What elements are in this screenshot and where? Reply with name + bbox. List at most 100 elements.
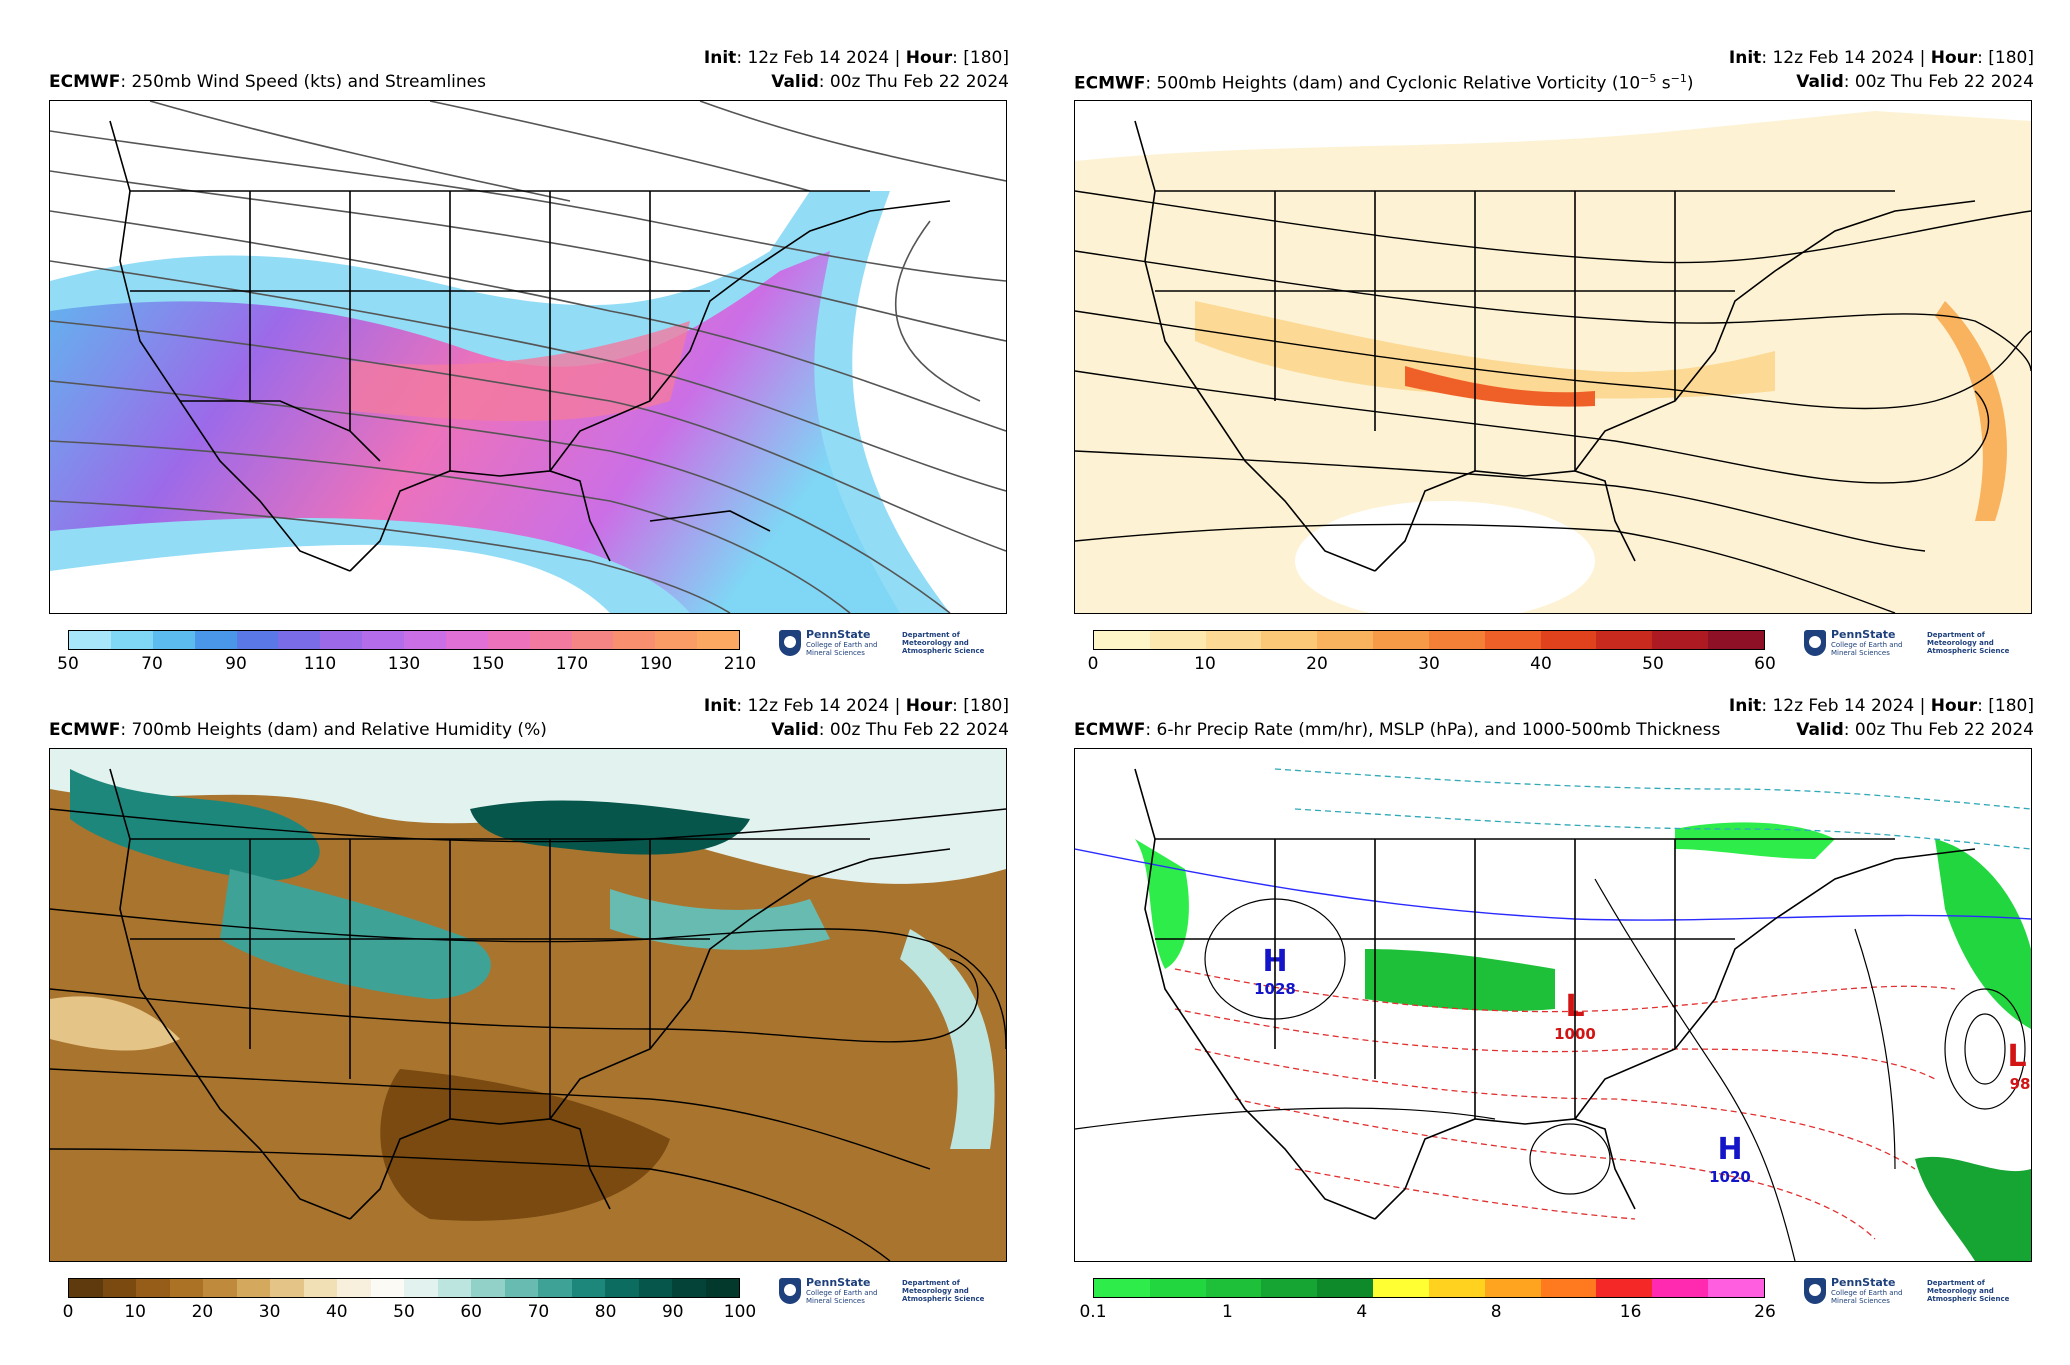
vort-clear [1295, 501, 1595, 613]
colorbar-segment [445, 631, 488, 649]
low-pressure-icon: L [2007, 1039, 2026, 1074]
hour-value: : [180] [1977, 48, 2034, 68]
pressure-centers: H 1028 L 1000 H 1020 L 98 [1254, 944, 2030, 1186]
valid-label: Valid [1796, 720, 1844, 740]
colorbar-segment [1652, 1279, 1709, 1297]
streamlines [50, 101, 1006, 613]
field-name: : 6-hr Precip Rate (mm/hr), MSLP (hPa), … [1145, 720, 1721, 740]
colorbar-segment [1596, 631, 1653, 649]
psu-logo: PennState College of Earth and Mineral S… [779, 628, 1004, 662]
precip-se [1915, 1156, 2031, 1261]
colorbar-segment [236, 1279, 270, 1297]
colorbar-tick-label: 80 [594, 1302, 617, 1322]
colorbar-segment [102, 1279, 136, 1297]
colorbar-ticks: 0.1 1 4 8 16 26 [1079, 1302, 1775, 1324]
logo-dept: Department of Meteorology and Atmospheri… [1927, 631, 2010, 655]
colorbar-segment [1484, 631, 1541, 649]
colorbar-tick-label: 70 [141, 654, 163, 674]
coastlines-and-borders [109, 120, 951, 572]
penn-state-shield-icon [779, 630, 801, 656]
logo-college: College of Earth and Mineral Sciences [1831, 1289, 1903, 1305]
colorbar-tick-label: 20 [1306, 654, 1328, 674]
colorbar-segment [370, 1279, 404, 1297]
logo-college: College of Earth and Mineral Sciences [806, 641, 878, 657]
colorbar-segment [529, 631, 572, 649]
logo-college: College of Earth and Mineral Sciences [1831, 641, 1903, 657]
pressure-value: 1020 [1709, 1168, 1751, 1186]
colorbar-segment [69, 1279, 103, 1297]
hour-label: Hour [905, 696, 953, 716]
hour-label: Hour [1930, 696, 1978, 716]
model-name: ECMWF [1074, 720, 1146, 740]
colorbar-segment [487, 631, 530, 649]
penn-state-shield-icon [1804, 630, 1826, 656]
colorbar-tick-label: 100 [723, 1302, 757, 1322]
valid-line: Valid: 00z Thu Feb 22 2024 [1796, 720, 2034, 740]
logo-name: PennState [806, 628, 871, 641]
colorbar-tick-label: 20 [191, 1302, 214, 1322]
field-name: : 500mb Heights (dam) and Cyclonic Relat… [1145, 73, 1641, 94]
colorbar-tick-label: 0 [1087, 654, 1099, 674]
colorbar-tick-label: 50 [1642, 654, 1664, 674]
colorbar-tick-label: 10 [124, 1302, 147, 1322]
logo-dept: Department of Meteorology and Atmospheri… [902, 631, 985, 655]
colorbar-precip [1093, 1278, 1765, 1298]
colorbar-segment [1428, 1279, 1485, 1297]
valid-value: : 00z Thu Feb 22 2024 [1843, 720, 2034, 740]
jet-core [50, 251, 900, 613]
colorbar-segment [1261, 1279, 1318, 1297]
colorbar-segment [638, 1279, 672, 1297]
vort-band [1195, 301, 1775, 399]
panel-title: ECMWF: 6-hr Precip Rate (mm/hr), MSLP (h… [1074, 720, 1720, 740]
thickness-warm [1174, 968, 1956, 1240]
colorbar-segment [613, 631, 656, 649]
colorbar-segment [1149, 631, 1206, 649]
field-exponent-2: −1 [1670, 72, 1687, 85]
colorbar-segment [1373, 1279, 1429, 1297]
colorbar-segment [1428, 631, 1485, 649]
map-500mb [1074, 100, 2032, 614]
colorbar-segment [320, 631, 363, 649]
colorbar-segment [437, 1279, 471, 1297]
colorbar-tick-label: 1 [1221, 1302, 1233, 1322]
colorbar-tick-label: 30 [258, 1302, 281, 1322]
colorbar-segment [1540, 631, 1597, 649]
colorbar-tick-label: 210 [723, 654, 757, 674]
isobars [1075, 878, 2026, 1261]
init-line: Init: 12z Feb 14 2024 | Hour: [180] [1729, 48, 2034, 68]
colorbar-tick-label: 90 [225, 654, 247, 674]
precip-coastal [1935, 839, 2031, 1029]
colorbar-ticks: 0 10 20 30 40 50 60 [1088, 654, 1776, 676]
valid-label: Valid [771, 720, 819, 740]
panel-title: ECMWF: 250mb Wind Speed (kts) and Stream… [49, 72, 486, 92]
colorbar-segment [1652, 631, 1709, 649]
logo-name: PennState [1831, 628, 1896, 641]
precip-map-svg: H 1028 L 1000 H 1020 L 98 [1075, 749, 2031, 1261]
map-700mb [49, 748, 1007, 1262]
colorbar-segment [404, 631, 446, 649]
colorbar-segment [571, 631, 614, 649]
colorbar-segment [538, 1279, 572, 1297]
colorbar-segment [169, 1279, 203, 1297]
rh-core-nw [70, 769, 320, 881]
map-precip: H 1028 L 1000 H 1020 L 98 [1074, 748, 2032, 1262]
colorbar-ticks: 0 10 20 30 40 50 60 70 80 90 100 [63, 1302, 757, 1324]
colorbar-tick-label: 190 [639, 654, 673, 674]
colorbar-tick-label: 170 [555, 654, 589, 674]
colorbar-tick-label: 4 [1356, 1302, 1368, 1322]
valid-line: Valid: 00z Thu Feb 22 2024 [771, 720, 1009, 740]
colorbar-tick-label: 40 [1530, 654, 1552, 674]
init-label: Init [1728, 48, 1762, 68]
colorbar-segment [471, 1279, 505, 1297]
colorbar-ticks: 50 70 90 110 130 150 170 190 210 [57, 654, 756, 676]
colorbar-tick-label: 30 [1418, 654, 1440, 674]
field-close: ) [1686, 73, 1694, 94]
logo-name: PennState [1831, 1276, 1896, 1289]
init-value: : 12z Feb 14 2024 | [1761, 48, 1931, 68]
colorbar-segment [1373, 631, 1429, 649]
colorbar-segment [1708, 1279, 1764, 1297]
precip-plains [1365, 949, 1555, 1011]
model-name: ECMWF [49, 720, 121, 740]
colorbar-segment [1094, 631, 1150, 649]
colorbar-tick-label: 50 [393, 1302, 415, 1322]
